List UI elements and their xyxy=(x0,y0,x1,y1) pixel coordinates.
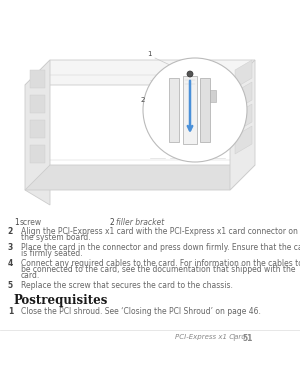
Polygon shape xyxy=(30,120,45,138)
Polygon shape xyxy=(235,104,252,132)
Polygon shape xyxy=(25,60,255,85)
Polygon shape xyxy=(25,165,255,190)
Text: Close the PCI shroud. See ‘Closing the PCI Shroud’ on page 46.: Close the PCI shroud. See ‘Closing the P… xyxy=(21,307,261,315)
Polygon shape xyxy=(30,95,45,113)
Polygon shape xyxy=(200,78,210,142)
Polygon shape xyxy=(169,78,179,142)
Text: PCI-Express x1 Card: PCI-Express x1 Card xyxy=(175,334,246,340)
Circle shape xyxy=(143,58,247,162)
Text: Align the PCI-Express x1 card with the PCI-Express x1 card connector on: Align the PCI-Express x1 card with the P… xyxy=(21,227,298,236)
Polygon shape xyxy=(230,60,255,190)
Polygon shape xyxy=(235,60,252,88)
Text: is firmly seated.: is firmly seated. xyxy=(21,249,83,258)
Polygon shape xyxy=(25,60,50,205)
Text: Connect any required cables to the card. For information on the cables to: Connect any required cables to the card.… xyxy=(21,259,300,268)
Polygon shape xyxy=(30,70,45,88)
Text: screw: screw xyxy=(20,218,42,227)
Text: filler bracket: filler bracket xyxy=(116,218,164,227)
Text: Postrequisites: Postrequisites xyxy=(13,294,107,307)
Circle shape xyxy=(187,71,193,77)
Text: 2: 2 xyxy=(110,218,115,227)
Text: 2: 2 xyxy=(141,97,145,103)
Text: the system board.: the system board. xyxy=(21,233,91,242)
Text: 5: 5 xyxy=(8,281,13,290)
Text: 2: 2 xyxy=(8,227,13,236)
Polygon shape xyxy=(235,82,252,110)
Text: card.: card. xyxy=(21,271,40,280)
Text: Replace the screw that secures the card to the chassis.: Replace the screw that secures the card … xyxy=(21,281,233,290)
Text: Place the card in the connector and press down firmly. Ensure that the card: Place the card in the connector and pres… xyxy=(21,243,300,252)
Polygon shape xyxy=(30,145,45,163)
Text: 1: 1 xyxy=(148,51,152,57)
Text: be connected to the card, see the documentation that shipped with the: be connected to the card, see the docume… xyxy=(21,265,296,274)
Text: 1: 1 xyxy=(8,307,13,315)
Polygon shape xyxy=(210,90,216,102)
Text: 51: 51 xyxy=(242,334,252,343)
Text: 3: 3 xyxy=(8,243,13,252)
Polygon shape xyxy=(235,126,252,154)
Text: |: | xyxy=(232,334,234,341)
Text: 4: 4 xyxy=(8,259,13,268)
Text: 1: 1 xyxy=(14,218,19,227)
Polygon shape xyxy=(183,76,197,144)
